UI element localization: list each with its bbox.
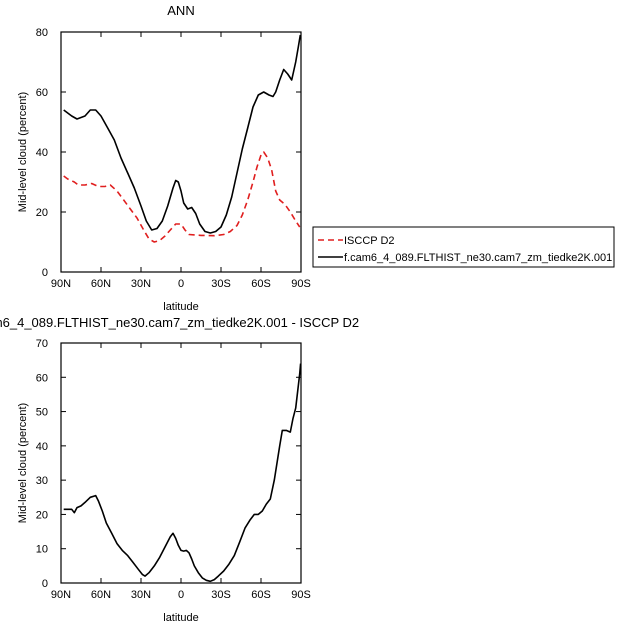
- top-chart-series-line-0: [63, 151, 301, 243]
- top-chart-x-tick-label: 0: [178, 278, 184, 290]
- bottom-chart-x-tick-label: 90S: [291, 589, 311, 601]
- bottom-chart-y-tick-label: 70: [36, 338, 48, 350]
- top-chart-ylabel: Mid-level cloud (percent): [17, 92, 29, 212]
- top-chart-y-tick-label: 20: [36, 207, 48, 219]
- bottom-chart-title: f.cam6_4_089.FLTHIST_ne30.cam7_zm_tiedke…: [0, 315, 359, 330]
- top-chart-title: ANN: [167, 3, 194, 18]
- top-chart-y-tick-label: 60: [36, 87, 48, 99]
- top-chart-series: [63, 34, 302, 243]
- legend: ISCCP D2 f.cam6_4_089.FLTHIST_ne30.cam7_…: [312, 226, 615, 268]
- legend-box: [312, 226, 615, 268]
- bottom-chart-series: [63, 363, 302, 583]
- top-chart-x-tick-label: 30N: [131, 278, 151, 290]
- top-chart-x-tick-label: 30S: [211, 278, 231, 290]
- bottom-chart-x-tick-label: 90N: [51, 589, 71, 601]
- bottom-chart-x-tick-label: 60S: [251, 589, 271, 601]
- legend-label-model: f.cam6_4_089.FLTHIST_ne30.cam7_zm_tiedke…: [344, 252, 612, 264]
- top-chart-x-tick-label: 60S: [251, 278, 271, 290]
- bottom-chart-x-tick-label: 30N: [131, 589, 151, 601]
- bottom-chart-x-tick-label: 0: [178, 589, 184, 601]
- bottom-chart-y-tick-label: 40: [36, 441, 48, 453]
- top-chart-ticks: 90N 60N 30N 0 30S 60S 90S 0 20 40 60 80: [36, 27, 311, 290]
- top-chart-series-line-1: [63, 34, 302, 234]
- top-chart-plot-frame: [60, 31, 302, 273]
- top-chart-y-tick-label: 80: [36, 27, 48, 39]
- bottom-chart-ticks: 90N 60N 30N 0 30S 60S 90S 0 10 20 30 40 50 60 70: [36, 338, 311, 601]
- top-chart-xlabel: latitude: [163, 301, 198, 313]
- bottom-chart-plot-frame: [60, 342, 302, 584]
- bottom-chart-ylabel: Mid-level cloud (percent): [17, 403, 29, 523]
- bottom-chart-series-line-0: [63, 363, 302, 583]
- top-chart-x-tick-label: 60N: [91, 278, 111, 290]
- top-chart-y-tick-label: 0: [42, 267, 48, 279]
- bottom-chart-y-tick-label: 60: [36, 372, 48, 384]
- top-chart: ANN Mid-level cloud (percent) latitude 9…: [17, 3, 311, 313]
- top-chart-x-tick-label: 90S: [291, 278, 311, 290]
- top-chart-y-tick-label: 40: [36, 147, 48, 159]
- bottom-chart: f.cam6_4_089.FLTHIST_ne30.cam7_zm_tiedke…: [0, 315, 359, 624]
- bottom-chart-x-tick-label: 60N: [91, 589, 111, 601]
- legend-label-isccp: ISCCP D2: [344, 235, 395, 247]
- bottom-chart-y-tick-label: 0: [42, 578, 48, 590]
- bottom-chart-xlabel: latitude: [163, 612, 198, 624]
- bottom-chart-y-tick-label: 50: [36, 407, 48, 419]
- bottom-chart-x-tick-label: 30S: [211, 589, 231, 601]
- bottom-chart-y-tick-label: 20: [36, 509, 48, 521]
- bottom-chart-y-tick-label: 30: [36, 475, 48, 487]
- top-chart-x-tick-label: 90N: [51, 278, 71, 290]
- bottom-chart-y-tick-label: 10: [36, 544, 48, 556]
